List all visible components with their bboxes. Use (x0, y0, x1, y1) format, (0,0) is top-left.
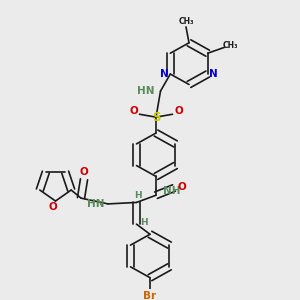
Text: O: O (48, 202, 57, 212)
Text: O: O (129, 106, 138, 116)
Text: O: O (177, 182, 186, 192)
Text: O: O (174, 106, 183, 116)
Text: NH: NH (164, 186, 181, 196)
Text: N: N (209, 69, 218, 79)
Text: HN: HN (137, 86, 154, 96)
Text: S: S (152, 111, 160, 124)
Text: HN: HN (88, 199, 105, 209)
Text: H: H (134, 191, 142, 200)
Text: H: H (140, 218, 148, 227)
Text: N: N (160, 69, 169, 79)
Text: Br: Br (143, 292, 157, 300)
Text: CH₃: CH₃ (223, 41, 238, 50)
Text: CH₃: CH₃ (178, 17, 194, 26)
Text: O: O (80, 167, 88, 177)
